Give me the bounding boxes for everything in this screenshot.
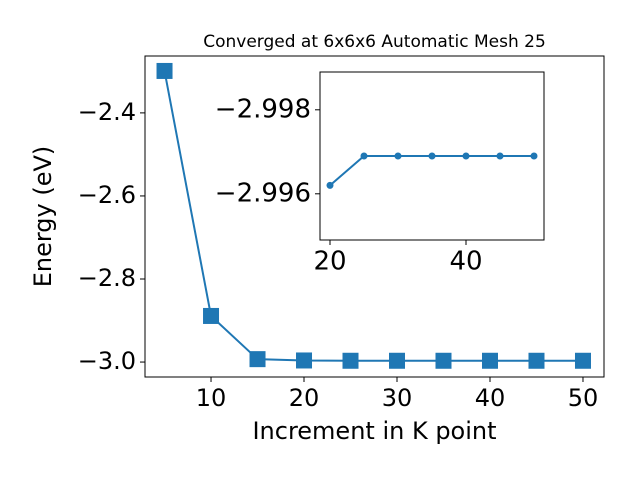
x-tick-label: 20	[313, 247, 346, 277]
marker	[342, 352, 359, 369]
marker	[394, 152, 402, 160]
y-tick-label: −3.0	[78, 347, 136, 375]
marker	[203, 307, 220, 324]
y-tick-label: −2.8	[78, 264, 136, 292]
marker	[360, 152, 368, 160]
marker	[428, 152, 436, 160]
marker	[462, 152, 470, 160]
marker	[435, 352, 452, 369]
x-tick-label: 20	[289, 384, 320, 412]
marker	[156, 62, 173, 79]
chart-title: Converged at 6x6x6 Automatic Mesh 25	[203, 32, 546, 52]
y-tick-label: −2.996	[215, 178, 311, 208]
marker	[481, 352, 498, 369]
marker	[389, 352, 406, 369]
x-tick-label: 40	[475, 384, 506, 412]
x-axis-label: Increment in K point	[252, 417, 496, 445]
marker	[528, 352, 545, 369]
y-axis-label: Energy (eV)	[29, 146, 57, 288]
x-tick-label: 30	[382, 384, 413, 412]
marker	[574, 352, 591, 369]
marker	[496, 152, 504, 160]
marker	[249, 351, 266, 368]
y-tick-label: −2.6	[78, 181, 136, 209]
marker	[296, 352, 313, 369]
x-tick-label: 10	[196, 384, 227, 412]
y-tick-label: −2.998	[215, 94, 311, 124]
x-tick-label: 50	[568, 384, 599, 412]
marker	[530, 152, 538, 160]
y-tick-label: −2.4	[78, 98, 136, 126]
x-tick-label: 40	[449, 247, 482, 277]
marker	[326, 181, 334, 189]
series-line	[163, 70, 583, 362]
